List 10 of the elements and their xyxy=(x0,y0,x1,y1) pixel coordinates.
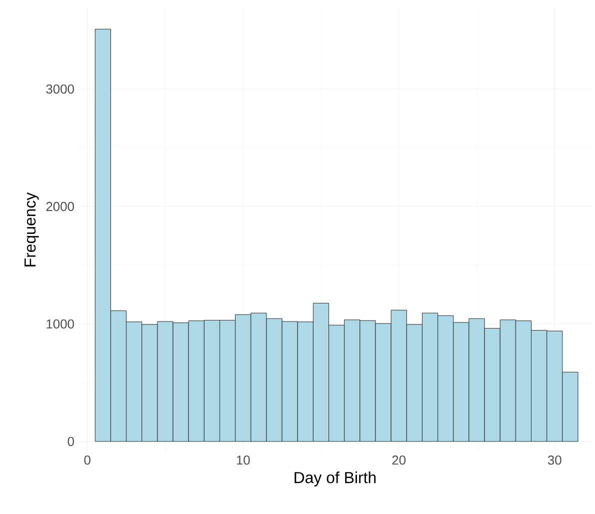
x-tick-label: 20 xyxy=(392,456,406,465)
x-tick-label: 10 xyxy=(236,456,250,465)
y-axis-title: Frequency xyxy=(24,192,39,266)
x-axis-title: Day of Birth xyxy=(294,472,376,486)
x-tick-label: 0 xyxy=(84,456,90,465)
x-tick-label: 30 xyxy=(548,456,562,465)
y-tick-label: 0 xyxy=(68,436,74,446)
y-tick-label: 1000 xyxy=(46,319,74,329)
y-tick-label: 2000 xyxy=(46,202,74,212)
y-tick-label: 3000 xyxy=(46,84,74,94)
